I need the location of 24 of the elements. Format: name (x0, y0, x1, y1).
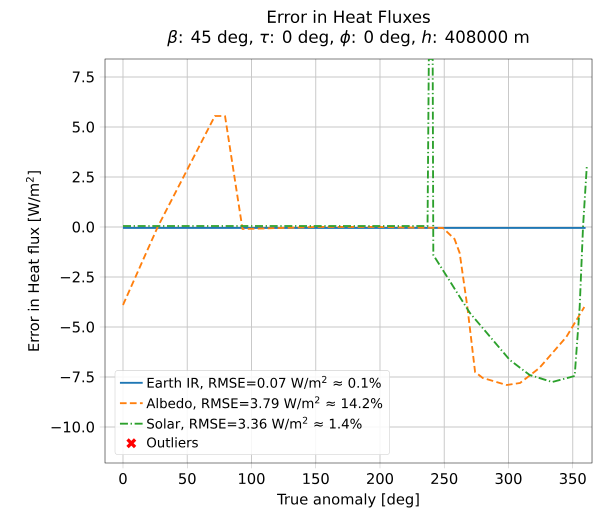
x-tick-label: 150 (303, 473, 329, 484)
y-tick-label: −10.0 (52, 421, 94, 433)
chart-title: Error in Heat Fluxes (268, 10, 430, 24)
x-tick-label: 50 (179, 473, 196, 484)
x-tick-label: 100 (239, 473, 264, 484)
legend-label: Albedo, RMSE=3.79 W/m$^{2}$ ≈ 14.2% (146, 396, 382, 410)
x-tick-label: 200 (367, 473, 393, 484)
y-tick-label: 0.0 (72, 221, 94, 233)
legend-label: Earth IR, RMSE=0.07 W/m$^{2}$ ≈ 0.1% (148, 376, 381, 390)
legend-label: Solar, RMSE=3.36 W/m$^{2}$ ≈ 1.4% (147, 416, 362, 430)
y-tick-label: 5.0 (72, 121, 94, 133)
y-tick-label: −7.5 (60, 372, 94, 382)
x-axis-title: True anomaly [deg] (277, 493, 419, 508)
x-tick-label: 300 (496, 473, 522, 484)
x-tick-label: 350 (560, 473, 586, 484)
y-tick-label: −2.5 (60, 271, 94, 283)
x-tick-label: 0 (119, 473, 127, 484)
y-axis-title: Error in Heat flux [W/m$^{2}$] (26, 171, 41, 351)
y-tick-label: 7.5 (72, 72, 94, 82)
x-tick-label: 250 (431, 473, 458, 484)
y-tick-label: 2.5 (72, 171, 94, 183)
y-tick-label: −5.0 (60, 321, 94, 333)
legend-label: Outliers (147, 437, 198, 448)
chart-subtitle: β: 45 deg, τ: 0 deg, ϕ: 0 deg, h: 408000 m (167, 30, 528, 46)
